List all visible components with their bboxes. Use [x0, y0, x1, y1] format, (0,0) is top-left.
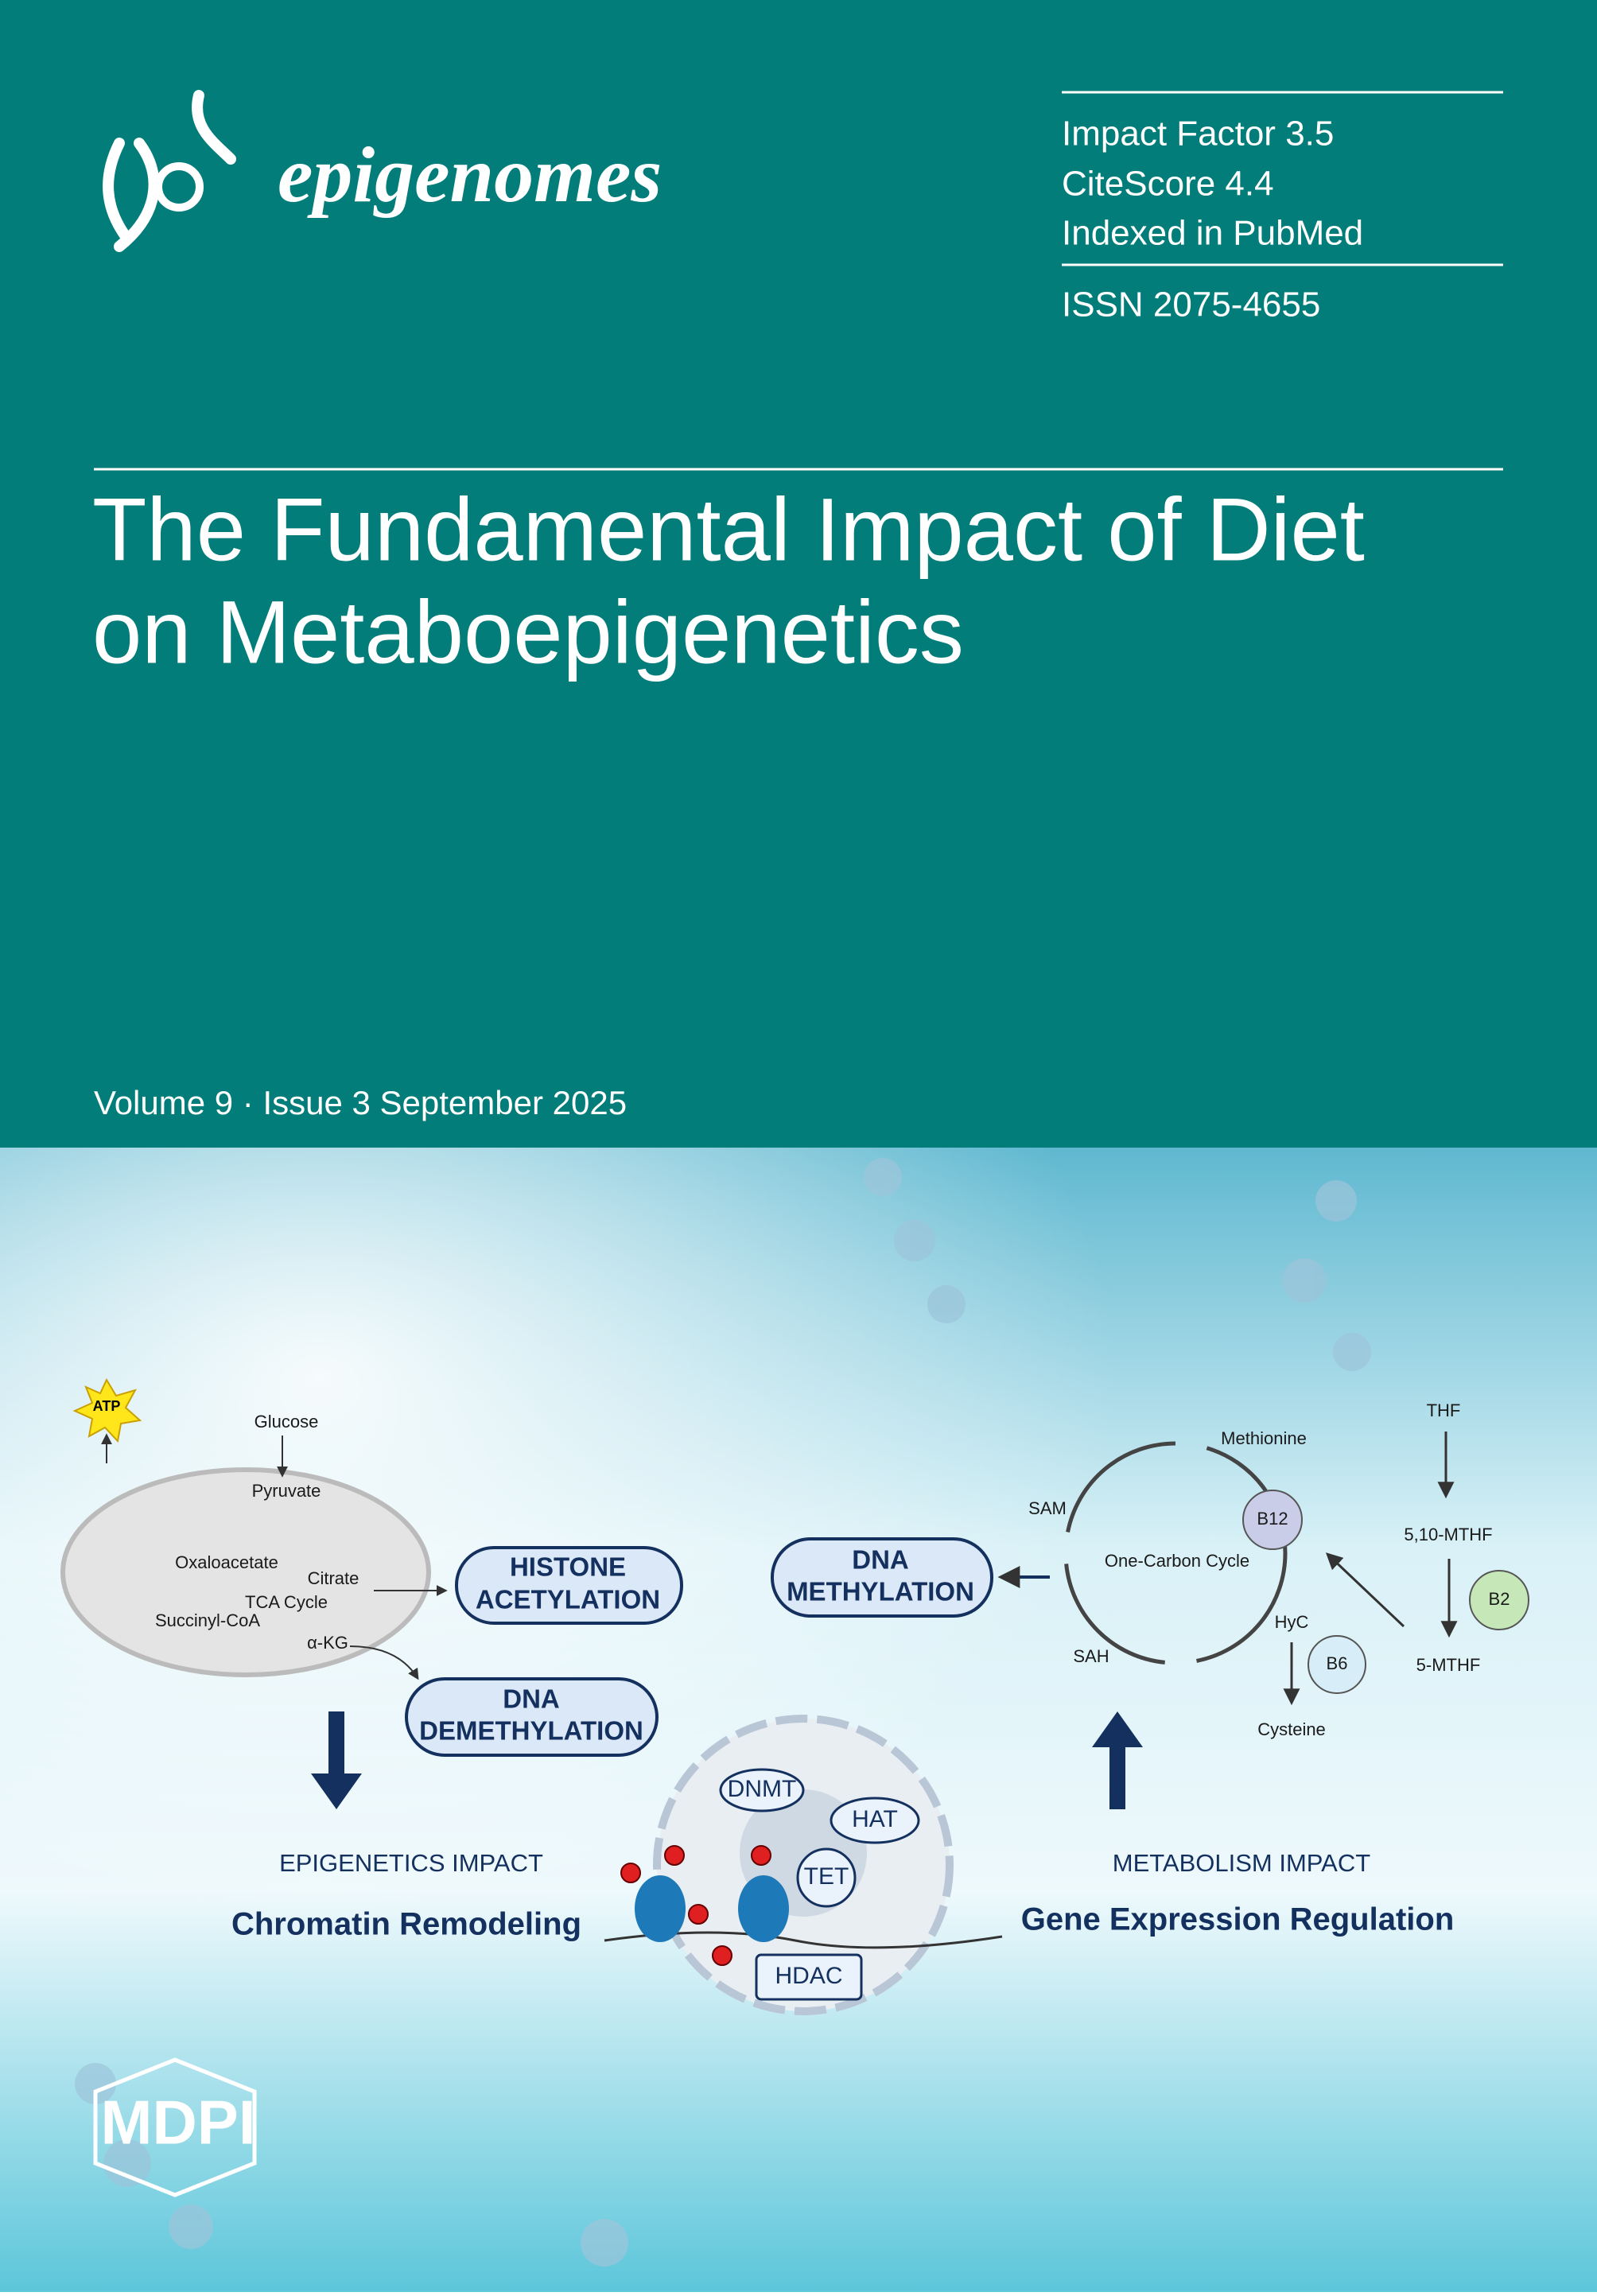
cofactor-label: B2 [1489, 1589, 1510, 1609]
metabolite: Glucose [255, 1412, 319, 1432]
enzyme: TET [804, 1863, 849, 1890]
enzyme: HAT [852, 1806, 898, 1832]
metabolite: Citrate [308, 1568, 359, 1588]
metabolite: Oxaloacetate [175, 1552, 278, 1572]
metric: CiteScore 4.4 [1062, 165, 1274, 204]
metabolite: Cysteine [1257, 1719, 1326, 1739]
mitochondrion [60, 1467, 431, 1677]
pill [455, 1546, 683, 1625]
metabolite: HyC [1275, 1612, 1309, 1632]
dna-decoration [75, 1158, 1371, 2267]
nucleosome [635, 1875, 686, 1942]
enzyme: HDAC [775, 1963, 842, 1989]
arrow [1325, 1552, 1405, 1628]
enzyme-shape [755, 1953, 863, 2001]
article-title: on Metaboepigenetics [92, 583, 964, 682]
pill [771, 1537, 993, 1618]
pill [405, 1677, 659, 1757]
enzyme-shape [830, 1797, 920, 1844]
publisher-logo-frame [93, 2057, 257, 2197]
publisher-logo: MDPI [101, 2088, 256, 2158]
pill-label: DEMETHYLATION [419, 1716, 643, 1746]
cycle [1063, 1441, 1288, 1665]
cofactor [1469, 1570, 1529, 1630]
methyl-groups [620, 1845, 771, 1966]
big-arrow-up [1092, 1711, 1143, 1809]
metabolite: SAH [1073, 1646, 1109, 1666]
pill-label: HISTONE [510, 1552, 626, 1582]
impact-title: Gene Expression Regulation [1021, 1902, 1455, 1937]
arrow [349, 1645, 419, 1680]
cofactor [1308, 1635, 1366, 1694]
impact-label: METABOLISM IMPACT [1113, 1849, 1370, 1877]
issn: ISSN 2075-4655 [1062, 286, 1320, 324]
cofactor [1242, 1490, 1303, 1550]
impact-title: Chromatin Remodeling [231, 1907, 581, 1942]
metabolite: SAM [1028, 1498, 1067, 1518]
cofactor-label: B12 [1257, 1509, 1288, 1529]
atp-burst [72, 1377, 142, 1443]
enzyme-shape [796, 1847, 857, 1908]
metabolite: Methionine [1221, 1428, 1307, 1448]
metabolite: 5-MTHF [1416, 1655, 1481, 1675]
nucleosome [738, 1875, 789, 1942]
big-arrow-down [311, 1711, 362, 1809]
metabolite: α-KG [307, 1633, 348, 1653]
metabolite: 5,10-MTHF [1404, 1525, 1492, 1544]
metabolite: THF [1427, 1401, 1461, 1420]
impact-label: EPIGENETICS IMPACT [279, 1849, 543, 1877]
pill-label: METHYLATION [787, 1577, 974, 1606]
atp-label: ATP [93, 1398, 121, 1414]
cycle-label: TCA Cycle [245, 1592, 328, 1612]
cofactor-label: B6 [1327, 1653, 1348, 1673]
metric: Impact Factor 3.5 [1062, 115, 1334, 153]
journal-logo: epigenomes [103, 90, 662, 252]
journal-name: epigenomes [278, 130, 662, 219]
metabolite: Succinyl-CoA [155, 1610, 260, 1630]
issue-info: Volume 9 · Issue 3 September 2025 [94, 1084, 627, 1121]
metabolite: Pyruvate [252, 1481, 321, 1501]
enzyme-shape [719, 1768, 805, 1812]
pill-label: DNA [852, 1545, 909, 1575]
pill-label: DNA [503, 1684, 560, 1714]
enzyme: DNMT [728, 1776, 797, 1802]
metric: Indexed in PubMed [1062, 214, 1363, 253]
cycle-label: One-Carbon Cycle [1105, 1551, 1249, 1571]
article-title: The Fundamental Impact of Diet [92, 480, 1365, 580]
pill-label: ACETYLATION [476, 1585, 660, 1614]
header-background [0, 0, 1597, 1148]
